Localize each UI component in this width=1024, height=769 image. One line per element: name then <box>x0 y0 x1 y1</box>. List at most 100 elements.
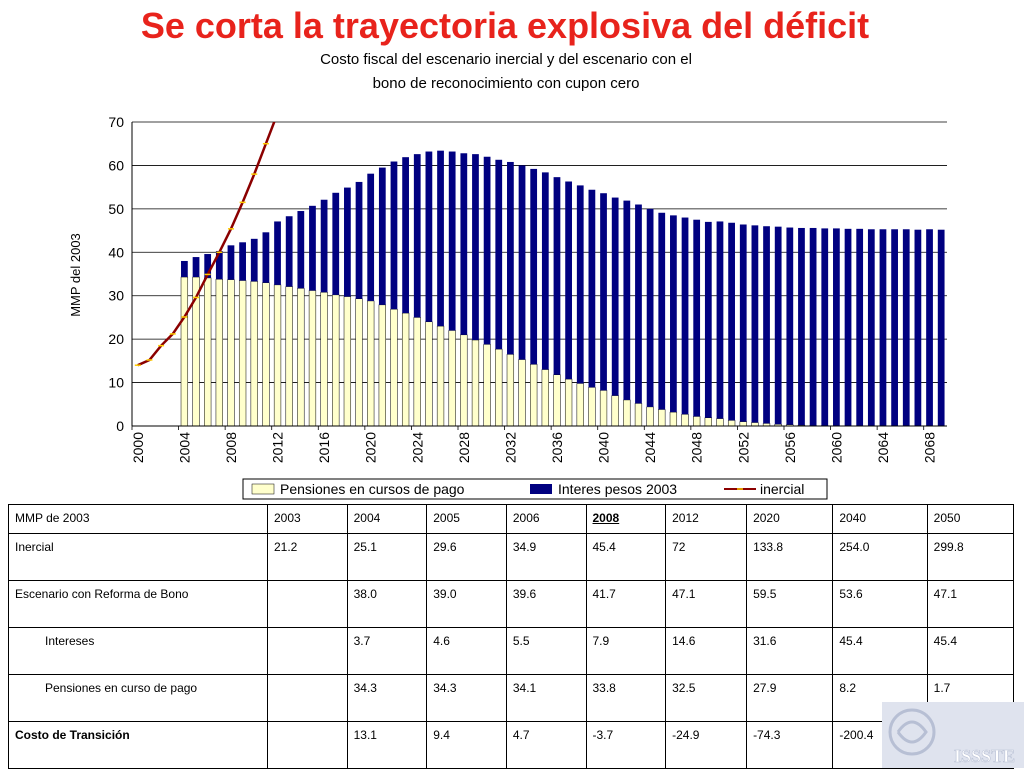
table-cell: 47.1 <box>666 581 747 628</box>
y-tick-label: 50 <box>108 201 124 217</box>
bar-intereses <box>915 230 922 426</box>
bar-intereses <box>612 198 619 396</box>
bar-intereses <box>472 154 479 340</box>
bar-intereses <box>833 228 840 426</box>
bar-intereses <box>519 165 526 359</box>
bar-pensiones <box>332 295 339 426</box>
x-tick-label: 2040 <box>596 432 612 463</box>
chart-title-line-2: bono de reconocimiento con cupon cero <box>373 75 640 92</box>
bar-pensiones <box>519 360 526 426</box>
x-tick-label: 2068 <box>922 432 938 463</box>
bar-pensiones <box>356 299 363 426</box>
table-cell <box>268 675 348 722</box>
bar-intereses <box>926 229 933 426</box>
table-cell: 39.0 <box>427 581 507 628</box>
bar-intereses <box>786 228 793 425</box>
table-header-year: 2003 <box>268 505 348 534</box>
bar-intereses <box>274 221 281 284</box>
table-cell <box>268 581 348 628</box>
table-cell: 25.1 <box>347 534 427 581</box>
table-header-year: 2006 <box>506 505 586 534</box>
svg-text:ISSSTE: ISSSTE <box>954 746 1015 766</box>
x-tick-label: 2020 <box>363 432 379 463</box>
bar-intereses <box>356 182 363 299</box>
table-cell: 29.6 <box>427 534 507 581</box>
x-tick-label: 2044 <box>642 432 658 463</box>
table-cell: 7.9 <box>586 628 666 675</box>
bar-intereses <box>367 174 374 301</box>
bar-intereses <box>623 201 630 400</box>
bar-pensiones <box>647 407 654 426</box>
table-cell: 13.1 <box>347 722 427 769</box>
bar-pensiones <box>204 278 211 426</box>
bar-intereses <box>821 228 828 425</box>
table-header-year: 2005 <box>427 505 507 534</box>
bar-intereses <box>495 160 502 349</box>
bar-intereses <box>297 211 304 288</box>
table-cell: 34.9 <box>506 534 586 581</box>
bar-pensiones <box>379 305 386 426</box>
bar-pensiones <box>426 322 433 426</box>
table-cell: 41.7 <box>586 581 666 628</box>
bar-intereses <box>530 169 537 364</box>
table-cell: 45.4 <box>586 534 666 581</box>
bar-intereses <box>239 242 246 280</box>
row-label: Inercial <box>9 534 268 581</box>
bar-intereses <box>589 190 596 388</box>
bar-pensiones <box>309 291 316 426</box>
legend-swatch-intereses <box>530 484 552 494</box>
bar-pensiones <box>286 287 293 426</box>
x-tick-label: 2060 <box>828 432 844 463</box>
bar-pensiones <box>472 340 479 426</box>
table-header-label: MMP de 2003 <box>9 505 268 534</box>
bar-pensiones <box>402 313 409 426</box>
bar-pensiones <box>251 281 258 426</box>
bar-pensiones <box>612 396 619 426</box>
y-tick-label: 10 <box>108 375 124 391</box>
bar-pensiones <box>693 416 700 426</box>
table-cell <box>268 628 348 675</box>
bar-intereses <box>705 222 712 418</box>
table-cell: 38.0 <box>347 581 427 628</box>
y-tick-label: 30 <box>108 288 124 304</box>
bars <box>181 151 945 426</box>
bar-pensiones <box>635 403 642 426</box>
x-tick-label: 2000 <box>130 432 146 463</box>
table-header-year: 2008 <box>586 505 666 534</box>
table-header-year: 2040 <box>833 505 927 534</box>
table-cell: 4.7 <box>506 722 586 769</box>
table-cell: 45.4 <box>927 628 1013 675</box>
bar-intereses <box>414 154 421 317</box>
legend-label-inercial: inercial <box>760 481 804 497</box>
bar-intereses <box>565 181 572 379</box>
bar-intereses <box>263 232 270 282</box>
bar-intereses <box>344 188 351 297</box>
bar-pensiones <box>728 420 735 426</box>
bar-intereses <box>449 152 456 331</box>
table-cell: 3.7 <box>347 628 427 675</box>
table-cell: -74.3 <box>747 722 833 769</box>
bar-intereses <box>379 168 386 305</box>
bar-pensiones <box>484 344 491 426</box>
x-tick-label: 2048 <box>689 432 705 463</box>
legend-swatch-pensiones <box>252 484 274 494</box>
bar-intereses <box>856 229 863 426</box>
bar-pensiones <box>391 309 398 426</box>
table-cell: 47.1 <box>927 581 1013 628</box>
bar-intereses <box>309 206 316 291</box>
bar-intereses <box>600 193 607 390</box>
bar-intereses <box>717 221 724 418</box>
bar-pensiones <box>752 423 759 426</box>
table-header-year: 2020 <box>747 505 833 534</box>
bar-pensiones <box>507 354 514 426</box>
bar-pensiones <box>297 288 304 426</box>
row-label: Pensiones en curso de pago <box>9 675 268 722</box>
x-tick-label: 2024 <box>409 432 425 463</box>
table-cell: 32.5 <box>666 675 747 722</box>
bar-pensiones <box>670 412 677 426</box>
bar-pensiones <box>228 280 235 426</box>
bar-intereses <box>752 225 759 422</box>
